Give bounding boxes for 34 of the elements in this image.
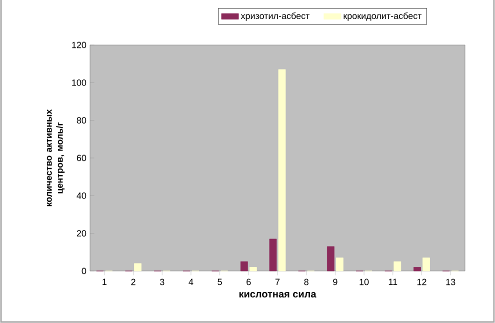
x-tick-label: 6 (246, 278, 251, 286)
y-tick-label: 20 (76, 230, 86, 237)
x-tick-label: 1 (102, 278, 106, 285)
x-tick-label: 8 (304, 278, 308, 286)
bar (240, 261, 248, 272)
y-axis-title: количество активных центров, моль/г (46, 109, 65, 206)
bar (249, 267, 257, 272)
x-tick-label: 12 (417, 278, 426, 286)
y-tick-label: 60 (76, 154, 86, 162)
bar (278, 69, 286, 272)
legend-label: крокидолит-асбест (344, 12, 422, 21)
x-tick-label: 3 (160, 278, 164, 286)
x-tick-label: 7 (275, 278, 280, 285)
x-tick-label: 11 (388, 278, 398, 285)
y-tick-label: 100 (72, 79, 86, 86)
bar (394, 261, 402, 272)
x-tick-label: 4 (188, 278, 194, 285)
bar (414, 267, 421, 272)
x-tick-label: 2 (131, 278, 136, 286)
x-tick-label: 10 (360, 278, 369, 286)
y-tick-label: 40 (76, 192, 86, 199)
bar (269, 238, 277, 272)
bar (422, 258, 430, 272)
y-tick-label: 0 (82, 268, 86, 274)
x-tick-label: 9 (333, 278, 338, 286)
legend-label: хризотил-асбест (240, 12, 310, 21)
bar (336, 258, 344, 272)
y-tick-label: 120 (72, 42, 86, 48)
x-axis-title: кислотная сила (239, 292, 316, 298)
x-tick-label: 5 (218, 278, 222, 286)
x-tick-label: 13 (446, 278, 456, 286)
y-tick-label: 80 (76, 117, 86, 124)
bar (134, 263, 142, 272)
bar (326, 246, 334, 272)
